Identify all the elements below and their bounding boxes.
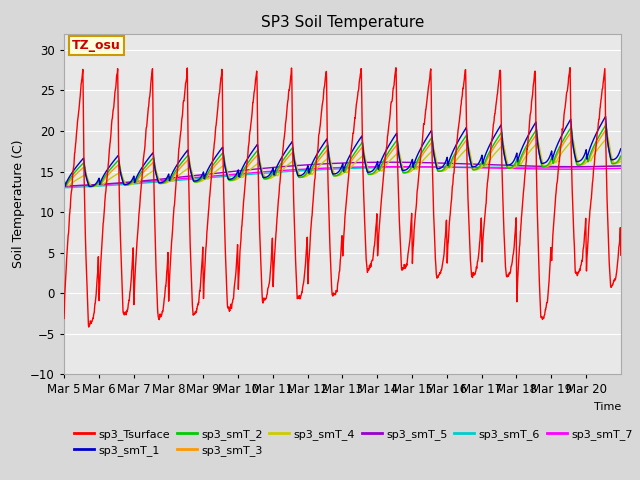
sp3_smT_3 [236,173,244,179]
sp3_Tsurface [609,280,617,286]
Line: sp3_smT_6: sp3_smT_6 [64,166,621,188]
sp3_smT_3 [88,184,95,190]
sp3_smT_1 [617,146,625,152]
sp3_Tsurface [376,214,384,219]
sp3_smT_5 [617,163,625,169]
sp3_smT_4 [89,184,97,190]
sp3_Tsurface [510,244,518,250]
sp3_smT_6 [510,165,518,170]
sp3_Tsurface [116,215,124,220]
sp3_smT_4 [604,134,611,140]
sp3_smT_6 [60,185,68,191]
sp3_smT_3 [60,181,68,187]
sp3_smT_2 [609,161,617,167]
sp3_smT_6 [116,182,124,188]
sp3_smT_2 [60,180,68,186]
sp3_smT_1 [376,161,384,167]
sp3_Tsurface [236,248,244,253]
sp3_smT_3 [510,163,518,169]
sp3_smT_6 [236,172,244,178]
sp3_smT_2 [602,122,610,128]
Line: sp3_smT_4: sp3_smT_4 [64,137,621,187]
sp3_smT_2 [116,164,124,170]
sp3_smT_4 [609,159,617,165]
sp3_smT_6 [609,163,617,169]
sp3_Tsurface [85,324,93,330]
sp3_smT_4 [236,174,244,180]
Y-axis label: Soil Temperature (C): Soil Temperature (C) [12,140,25,268]
sp3_smT_2 [236,175,244,180]
sp3_smT_7 [542,166,550,172]
sp3_smT_1 [602,113,609,119]
sp3_smT_7 [60,183,68,189]
sp3_smT_2 [542,163,550,169]
sp3_smT_5 [116,180,124,186]
sp3_smT_7 [617,166,625,171]
sp3_smT_4 [617,158,625,164]
sp3_smT_1 [236,171,244,177]
Text: Time: Time [593,402,621,412]
Line: sp3_smT_5: sp3_smT_5 [64,162,621,186]
sp3_smT_2 [510,162,518,168]
sp3_smT_6 [617,163,625,169]
sp3_smT_5 [236,168,244,174]
sp3_smT_6 [376,165,383,170]
sp3_smT_3 [542,164,550,169]
Line: sp3_smT_2: sp3_smT_2 [64,125,621,187]
Line: sp3_smT_3: sp3_smT_3 [64,129,621,187]
sp3_smT_5 [60,183,68,189]
Line: sp3_smT_1: sp3_smT_1 [64,116,621,186]
sp3_smT_3 [609,161,617,167]
sp3_smT_2 [617,153,625,159]
sp3_smT_2 [86,184,94,190]
sp3_smT_1 [609,157,617,163]
sp3_smT_4 [60,183,68,189]
sp3_Tsurface [60,315,68,321]
sp3_smT_1 [542,159,550,165]
sp3_Tsurface [617,252,625,258]
sp3_smT_1 [60,178,68,183]
Legend: sp3_Tsurface, sp3_smT_1, sp3_smT_2, sp3_smT_3, sp3_smT_4, sp3_smT_5, sp3_smT_6, : sp3_Tsurface, sp3_smT_1, sp3_smT_2, sp3_… [70,424,637,460]
sp3_smT_2 [376,166,384,171]
sp3_smT_1 [86,183,93,189]
sp3_Tsurface [542,307,550,312]
sp3_smT_4 [510,165,518,170]
Line: sp3_Tsurface: sp3_Tsurface [64,68,621,327]
sp3_smT_6 [541,165,549,170]
sp3_smT_7 [394,164,401,169]
sp3_smT_5 [510,163,518,168]
sp3_smT_1 [510,157,518,163]
sp3_smT_3 [376,167,384,173]
sp3_smT_5 [385,159,392,165]
sp3_smT_7 [236,171,244,177]
sp3_smT_3 [602,126,610,132]
sp3_smT_7 [609,166,617,171]
sp3_smT_3 [116,163,124,168]
sp3_smT_4 [376,167,384,173]
sp3_smT_1 [116,167,124,172]
Text: TZ_osu: TZ_osu [72,39,121,52]
sp3_smT_7 [116,180,124,186]
Title: SP3 Soil Temperature: SP3 Soil Temperature [260,15,424,30]
sp3_smT_5 [542,164,550,169]
sp3_smT_4 [116,169,124,175]
sp3_smT_5 [376,159,383,165]
Line: sp3_smT_7: sp3_smT_7 [64,167,621,186]
sp3_smT_4 [542,164,550,169]
sp3_smT_7 [510,166,518,171]
sp3_smT_5 [609,163,617,169]
sp3_smT_3 [617,156,625,161]
sp3_Tsurface [566,65,574,71]
sp3_smT_7 [376,164,383,169]
